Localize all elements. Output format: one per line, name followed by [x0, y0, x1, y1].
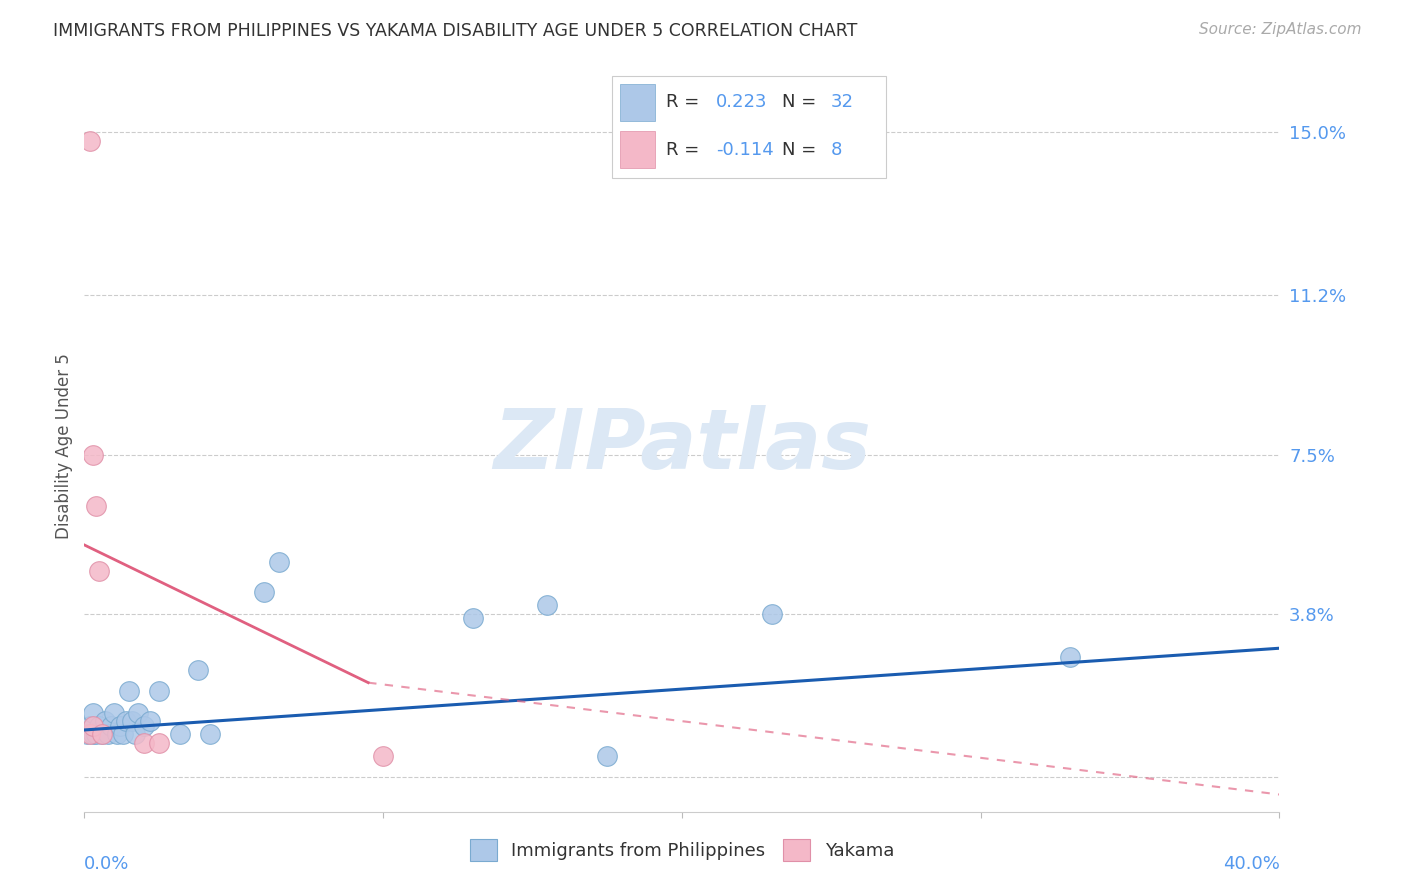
Text: 40.0%: 40.0% [1223, 855, 1279, 872]
Point [253, 585, 276, 599]
Point [89, 719, 111, 733]
Point [373, 748, 395, 763]
Point [132, 736, 156, 750]
Point [169, 727, 191, 741]
Text: 8: 8 [831, 141, 842, 159]
Point [86, 727, 108, 741]
Text: R =: R = [666, 94, 700, 112]
Point [127, 706, 149, 720]
Point [536, 598, 558, 612]
Point [103, 706, 125, 720]
Point [148, 684, 170, 698]
Point [79, 134, 101, 148]
Point [82, 727, 104, 741]
Point [115, 714, 138, 729]
Text: N =: N = [782, 94, 815, 112]
Point [112, 727, 135, 741]
Point [761, 607, 783, 621]
Y-axis label: Disability Age Under 5: Disability Age Under 5 [55, 353, 73, 539]
Text: -0.114: -0.114 [716, 141, 773, 159]
Point [91, 727, 114, 741]
Point [82, 448, 104, 462]
Text: N =: N = [782, 141, 815, 159]
Point [82, 719, 104, 733]
Point [118, 684, 141, 698]
Text: R =: R = [666, 141, 700, 159]
Text: IMMIGRANTS FROM PHILIPPINES VS YAKAMA DISABILITY AGE UNDER 5 CORRELATION CHART: IMMIGRANTS FROM PHILIPPINES VS YAKAMA DI… [53, 22, 858, 40]
Point [1059, 649, 1081, 664]
Point [94, 714, 117, 729]
Point [596, 748, 619, 763]
Point [97, 727, 120, 741]
Point [139, 714, 162, 729]
Point [110, 719, 132, 733]
FancyBboxPatch shape [620, 131, 655, 168]
Point [148, 736, 170, 750]
Point [105, 727, 128, 741]
Point [132, 719, 156, 733]
Point [91, 727, 114, 741]
Point [187, 663, 209, 677]
Point [198, 727, 221, 741]
Point [461, 611, 484, 625]
Text: 0.0%: 0.0% [84, 855, 129, 872]
Text: 32: 32 [831, 94, 853, 112]
Point [267, 555, 290, 569]
Point [86, 500, 108, 514]
Point [76, 727, 98, 741]
Text: ZIPatlas: ZIPatlas [494, 406, 870, 486]
Point [100, 719, 122, 733]
Point [79, 719, 101, 733]
Point [82, 706, 104, 720]
Point [121, 714, 143, 729]
FancyBboxPatch shape [612, 76, 886, 178]
Text: Source: ZipAtlas.com: Source: ZipAtlas.com [1198, 22, 1361, 37]
Point [89, 564, 111, 578]
FancyBboxPatch shape [620, 84, 655, 121]
Point [79, 727, 101, 741]
Legend: Immigrants from Philippines, Yakama: Immigrants from Philippines, Yakama [463, 832, 901, 869]
Text: 0.223: 0.223 [716, 94, 768, 112]
Point [124, 727, 146, 741]
